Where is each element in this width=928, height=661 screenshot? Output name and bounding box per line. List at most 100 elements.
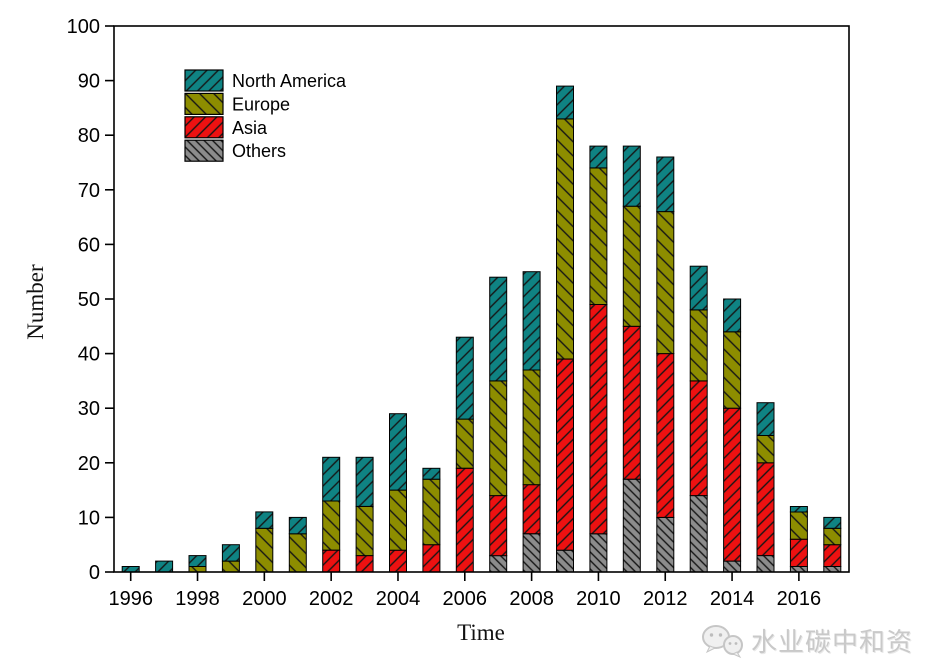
bar-segment-2017-asia — [823, 544, 842, 568]
bar-2017 — [823, 516, 842, 573]
bar-segment-2008-others — [522, 533, 541, 573]
bar-2010 — [589, 145, 608, 573]
bar-segment-1998-europe — [188, 566, 207, 573]
y-tick-label: 50 — [78, 289, 100, 311]
y-tick-label: 20 — [78, 453, 100, 475]
bar-segment-2011-asia — [622, 325, 641, 480]
bar-1996 — [121, 566, 140, 573]
bar-segment-2006-europe — [455, 418, 474, 469]
bar-segment-2014-others — [723, 560, 742, 573]
bar-segment-1996-north-america — [121, 566, 140, 573]
y-tick-label: 10 — [78, 507, 100, 529]
bar-segment-2014-europe — [723, 331, 742, 409]
x-tick-label: 2012 — [643, 588, 688, 610]
bar-2007 — [489, 276, 508, 573]
bar-segment-2000-north-america — [255, 511, 274, 529]
bar-segment-2008-north-america — [522, 271, 541, 371]
legend-label-others: Others — [232, 141, 286, 161]
bar-segment-2002-europe — [322, 500, 341, 551]
bar-segment-2004-europe — [389, 489, 407, 551]
bar-2013 — [689, 265, 708, 573]
watermark: 水业碳中和资 — [700, 622, 913, 659]
y-tick-label: 60 — [78, 234, 100, 256]
bar-segment-2009-asia — [556, 358, 574, 551]
bar-segment-2011-others — [622, 478, 641, 573]
x-tick-label: 1996 — [108, 588, 153, 610]
bar-segment-1999-europe — [221, 560, 240, 573]
legend-swatch-asia — [184, 116, 224, 139]
bar-segment-2007-asia — [489, 495, 508, 557]
bar-segment-2013-asia — [689, 380, 708, 497]
bar-segment-2003-europe — [355, 506, 374, 557]
bar-segment-2010-europe — [589, 167, 608, 305]
bar-segment-2007-europe — [489, 380, 508, 497]
y-tick-label: 70 — [78, 180, 100, 202]
y-tick-label: 100 — [67, 16, 100, 38]
bar-2006 — [455, 336, 474, 573]
bar-segment-2015-north-america — [756, 402, 775, 437]
x-tick-label: 1998 — [175, 588, 220, 610]
bar-segment-2011-europe — [622, 205, 641, 327]
bar-segment-2001-europe — [288, 533, 307, 573]
bar-2011 — [622, 145, 641, 573]
bar-2016 — [789, 506, 808, 573]
bar-2012 — [656, 156, 675, 573]
bar-segment-2014-asia — [723, 407, 742, 562]
bar-segment-2012-europe — [656, 211, 675, 355]
bar-segment-2012-others — [656, 516, 675, 573]
bar-segment-1998-north-america — [188, 555, 207, 567]
legend-swatch-others — [184, 139, 224, 162]
bar-1997 — [155, 560, 174, 573]
wechat-logo-icon — [702, 624, 743, 658]
bar-2009 — [556, 85, 574, 573]
legend-label-north-america: North America — [232, 71, 347, 91]
bar-segment-2015-others — [756, 555, 775, 573]
x-tick-label: 2000 — [242, 588, 287, 610]
bar-segment-2000-europe — [255, 527, 274, 573]
legend-label-europe: Europe — [232, 94, 290, 114]
x-tick-label: 2008 — [509, 588, 554, 610]
bar-segment-2013-north-america — [689, 265, 708, 311]
bar-2004 — [389, 413, 407, 573]
bar-segment-2003-north-america — [355, 456, 374, 507]
bar-segment-2017-others — [823, 566, 842, 573]
bar-segment-2013-others — [689, 495, 708, 573]
y-axis-title: Number — [23, 264, 48, 340]
bar-segment-2016-asia — [789, 538, 808, 568]
x-axis-title: Time — [457, 620, 505, 645]
bar-segment-2005-europe — [422, 478, 441, 546]
bar-2008 — [522, 271, 541, 573]
bar-segment-2015-asia — [756, 462, 775, 557]
bar-segment-2009-north-america — [556, 85, 574, 120]
bar-segment-2017-north-america — [823, 516, 842, 529]
x-tick-label: 2004 — [376, 588, 421, 610]
watermark-text: 水业碳中和资 — [751, 627, 914, 657]
bar-2015 — [756, 402, 775, 573]
legend-label-asia: Asia — [232, 118, 268, 138]
bar-2000 — [255, 511, 274, 573]
bar-segment-2006-north-america — [455, 336, 474, 420]
bar-segment-2009-others — [556, 549, 574, 573]
bar-segment-2014-north-america — [723, 298, 742, 333]
bar-segment-2007-others — [489, 555, 508, 573]
legend: North America Europe Asia Others — [184, 69, 347, 162]
legend-swatch-north-america — [184, 69, 224, 92]
x-tick-label: 2006 — [443, 588, 488, 610]
bar-2003 — [355, 456, 374, 573]
bar-segment-2010-north-america — [589, 145, 608, 169]
bar-2005 — [422, 467, 441, 573]
bar-segment-2006-asia — [455, 467, 474, 573]
bar-segment-2009-europe — [556, 118, 574, 360]
bar-segment-2015-europe — [756, 435, 775, 464]
y-tick-label: 40 — [78, 344, 100, 366]
x-tick-label: 2010 — [576, 588, 621, 610]
bar-segment-2004-north-america — [389, 413, 407, 491]
bar-segment-2012-asia — [656, 353, 675, 518]
bar-segment-2011-north-america — [622, 145, 641, 207]
bar-segment-2008-europe — [522, 369, 541, 486]
bar-segment-2004-asia — [389, 549, 407, 573]
bar-segment-2016-others — [789, 566, 808, 573]
bar-1999 — [221, 544, 240, 573]
